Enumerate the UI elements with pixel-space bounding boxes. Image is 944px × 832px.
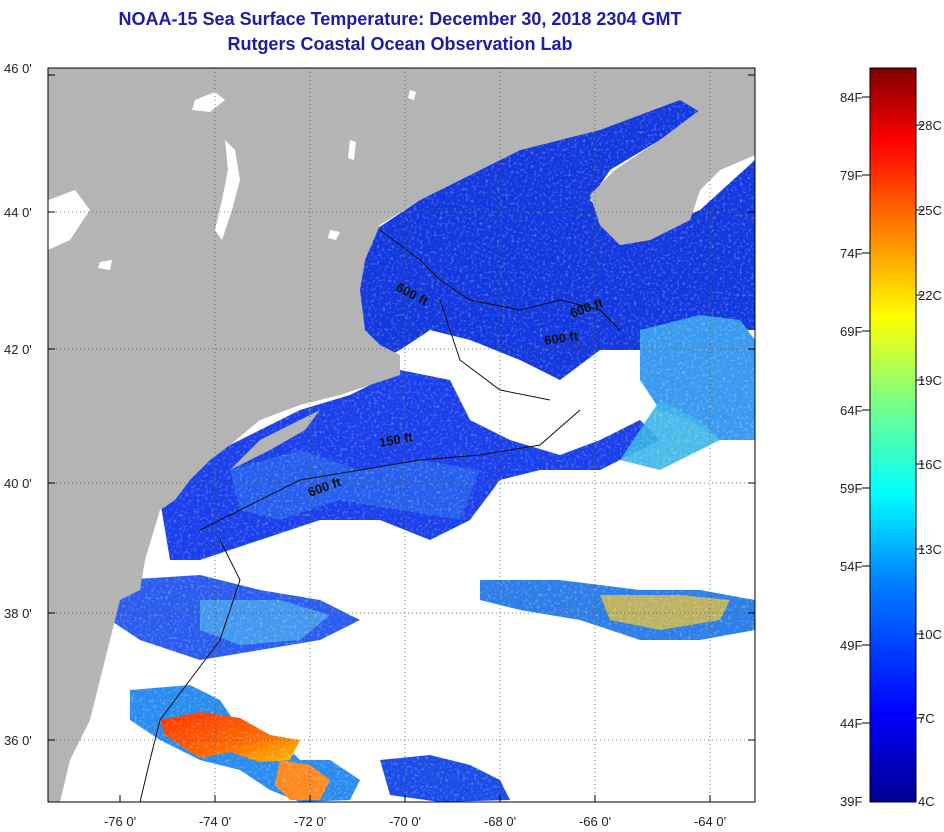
lon-label: -66 0' [579,814,611,829]
colorbar-c-label: 7C [918,711,935,726]
lon-label: -74 0' [199,814,231,829]
contour-label: 600 ft [543,328,579,348]
colorbar-f-label: 69F [840,324,862,339]
lat-label: 46 0' [4,61,32,76]
colorbar-f-label: 44F [840,716,862,731]
colorbar: 84F 79F 74F 69F 64F 59F 54F 49F 44F 39F … [840,67,942,809]
colorbar-f-label: 74F [840,246,862,261]
colorbar-c-label: 22C [918,288,942,303]
colorbar-f-label: 39F [840,794,862,809]
colorbar-f-label: 84F [840,90,862,105]
map-plot-area [48,68,755,802]
colorbar-c-label: 28C [918,118,942,133]
colorbar-c-label: 25C [918,203,942,218]
colorbar-c-label: 19C [918,373,942,388]
lakes [48,90,416,270]
lon-label: -72 0' [294,814,326,829]
colorbar-f-label: 64F [840,403,862,418]
lon-label: -70 0' [389,814,421,829]
map-frame [47,67,756,803]
land-mass [48,68,755,802]
map-subtitle: Rutgers Coastal Ocean Observation Lab [227,34,573,54]
colorbar-f-label: 59F [840,481,862,496]
lat-label: 36 0' [4,733,32,748]
colorbar-c-label: 10C [918,627,942,642]
map-title: NOAA-15 Sea Surface Temperature: Decembe… [118,9,682,29]
lon-label: -76 0' [104,814,136,829]
contour-label: 150 ft [378,429,415,450]
colorbar-c-label: 13C [918,542,942,557]
colorbar-f-label: 79F [840,168,862,183]
lat-label: 40 0' [4,476,32,491]
lat-label: 42 0' [4,342,32,357]
lat-label: 44 0' [4,205,32,220]
lat-label: 38 0' [4,606,32,621]
colorbar-c-label: 4C [918,794,935,809]
lon-label: -64 0' [694,814,726,829]
axis-ticks [48,74,755,802]
colorbar-f-label: 49F [840,638,862,653]
colorbar-scale [869,67,917,803]
colorbar-c-label: 16C [918,457,942,472]
bathymetry-contours [139,229,621,802]
colorbar-f-label: 54F [840,559,862,574]
lon-label: -68 0' [484,814,516,829]
